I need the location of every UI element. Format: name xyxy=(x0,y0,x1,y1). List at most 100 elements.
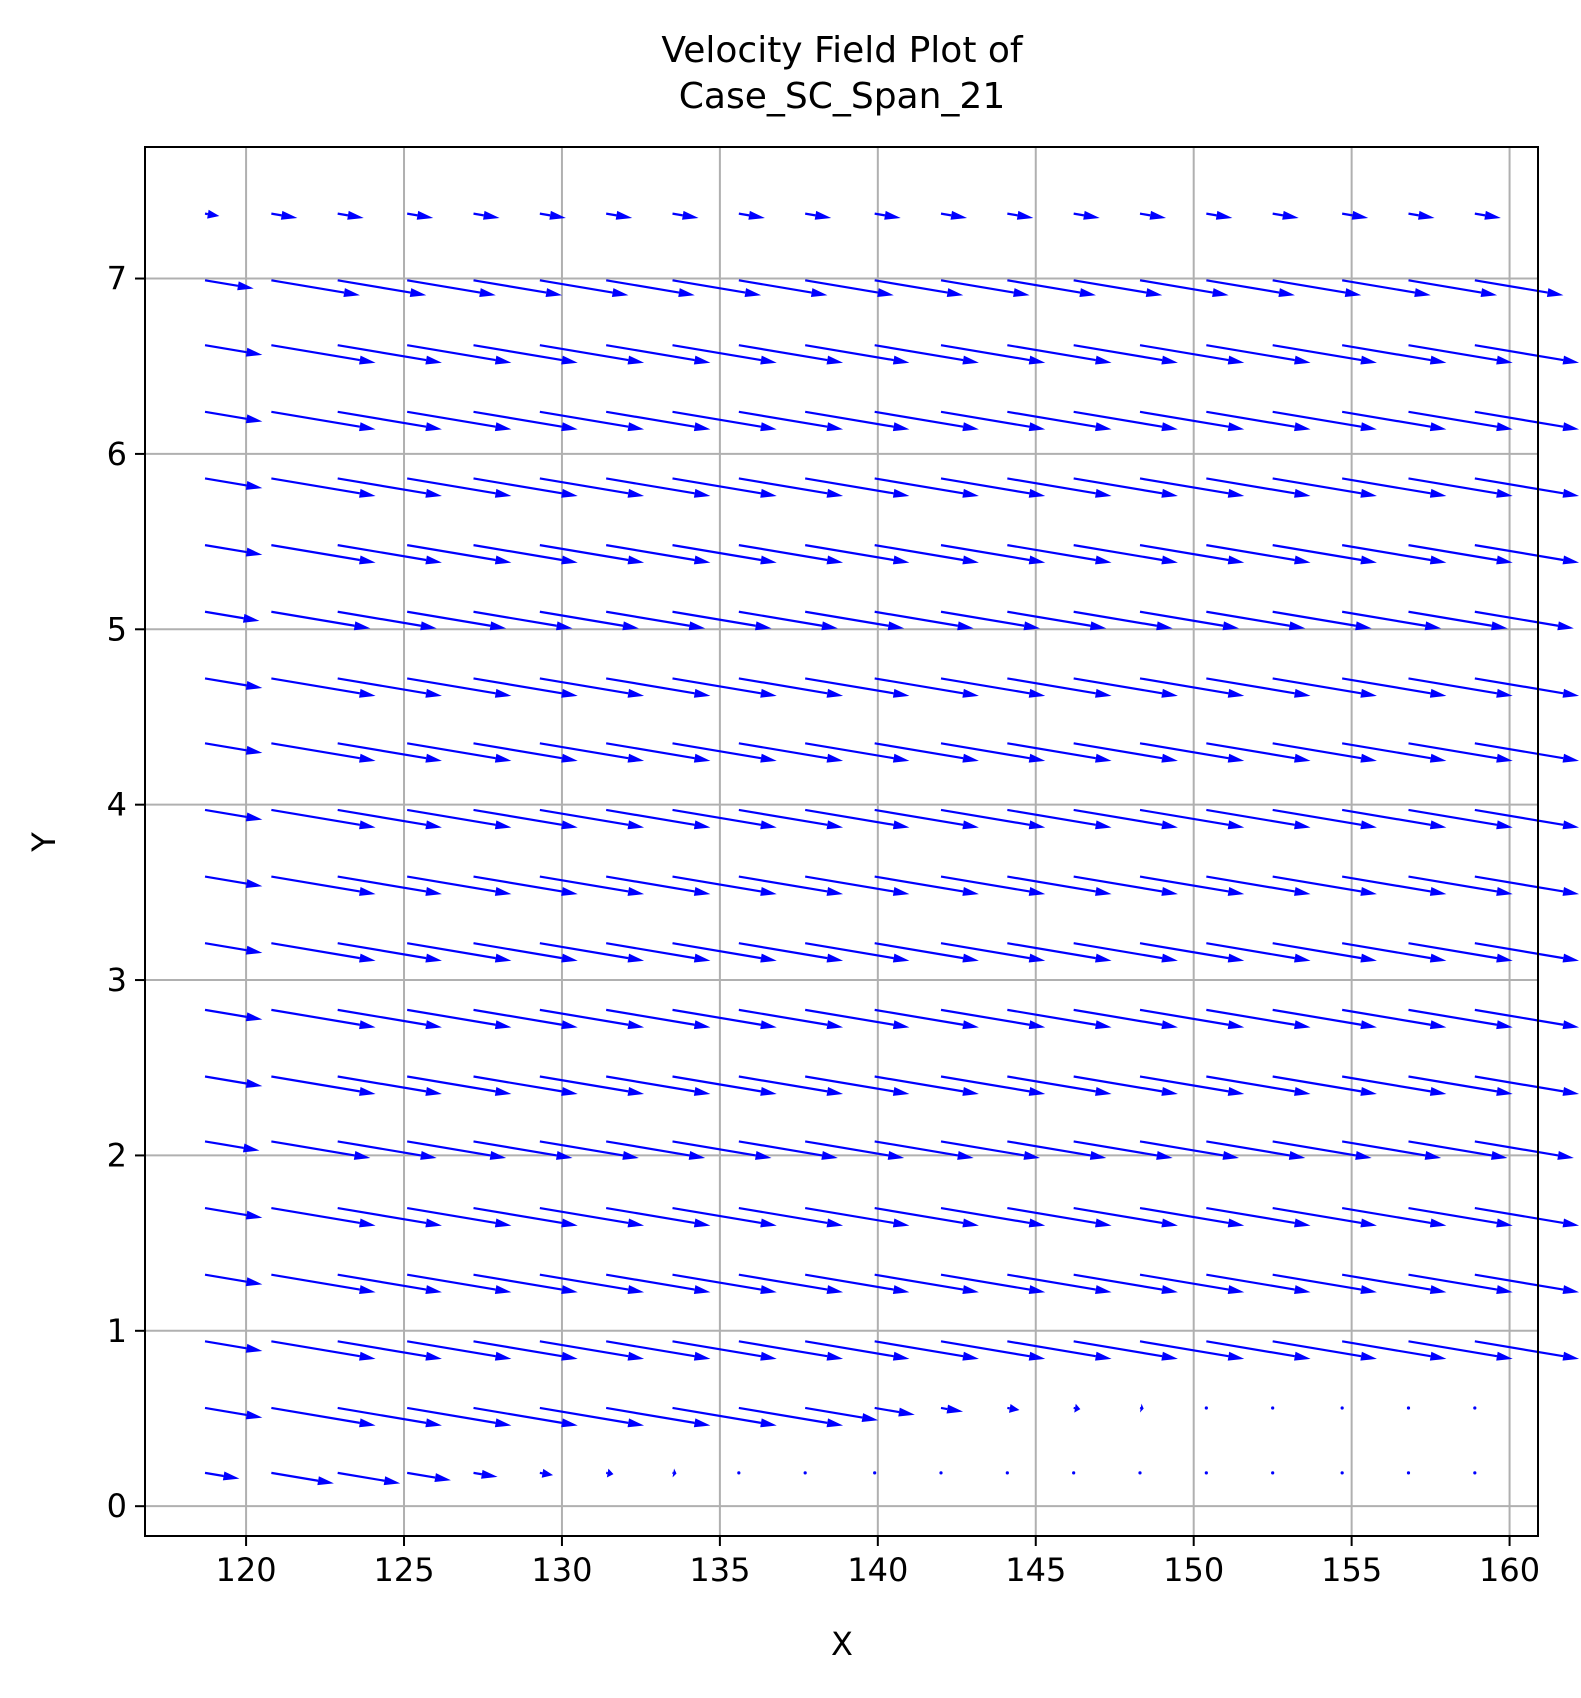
velocity-arrow xyxy=(1074,1404,1081,1413)
velocity-arrow xyxy=(1475,211,1501,220)
velocity-arrow xyxy=(1341,1406,1344,1409)
velocity-arrow xyxy=(673,1469,677,1478)
velocity-arrow xyxy=(205,1208,262,1219)
velocity-arrow xyxy=(540,1469,553,1478)
velocity-arrow xyxy=(739,211,765,220)
velocity-arrow xyxy=(205,1077,262,1088)
y-tick-label: 2 xyxy=(107,1136,127,1174)
velocity-arrow xyxy=(1074,211,1100,220)
velocity-arrow xyxy=(1473,1471,1476,1474)
velocity-arrow xyxy=(941,211,967,220)
velocity-arrow xyxy=(804,1471,807,1474)
x-tick-label: 130 xyxy=(531,1551,592,1589)
velocity-arrow xyxy=(673,211,699,220)
velocity-arrow xyxy=(205,345,262,356)
velocity-arrow xyxy=(205,612,259,623)
velocity-arrow xyxy=(1475,1077,1579,1096)
velocity-arrow xyxy=(407,211,433,220)
x-tick-label: 120 xyxy=(216,1551,277,1589)
y-tick-label: 3 xyxy=(107,961,127,999)
y-tick-label: 1 xyxy=(107,1312,127,1350)
y-tick-label: 7 xyxy=(107,260,127,298)
velocity-arrow xyxy=(205,412,262,423)
velocity-arrow xyxy=(873,1471,876,1474)
velocity-arrow xyxy=(1475,612,1574,630)
velocity-arrow xyxy=(205,478,262,489)
velocity-arrow xyxy=(1408,211,1434,220)
velocity-arrow xyxy=(1475,412,1579,431)
velocity-arrow xyxy=(1341,1471,1344,1474)
velocity-arrow xyxy=(205,1010,262,1021)
velocity-arrow xyxy=(205,877,262,888)
velocity-arrow xyxy=(1007,211,1033,220)
velocity-arrow xyxy=(1475,743,1579,762)
velocity-arrow xyxy=(1140,211,1166,220)
velocity-arrow xyxy=(474,1470,498,1479)
velocity-arrow xyxy=(338,1473,401,1485)
x-tick-label: 135 xyxy=(689,1551,750,1589)
velocity-arrow xyxy=(338,211,364,220)
velocity-arrow xyxy=(1273,211,1299,220)
velocity-arrow xyxy=(606,1469,613,1478)
velocity-arrow xyxy=(1407,1406,1410,1409)
velocity-arrow xyxy=(1006,1471,1009,1474)
chart-title-line-2: Case_SC_Span_21 xyxy=(679,76,1005,117)
velocity-arrow xyxy=(1475,678,1579,697)
velocity-arrow xyxy=(1475,1341,1579,1360)
velocity-arrow xyxy=(205,1472,239,1481)
y-tick-label: 4 xyxy=(107,786,127,824)
velocity-arrow xyxy=(1475,545,1579,564)
velocity-arrow xyxy=(1271,1406,1274,1409)
velocity-arrow xyxy=(805,211,831,220)
x-tick-label: 150 xyxy=(1163,1551,1224,1589)
velocity-arrow xyxy=(1271,1471,1274,1474)
chart-title-line-1: Velocity Field Plot of xyxy=(661,30,1024,71)
velocity-arrow xyxy=(205,1408,262,1419)
velocity-arrow xyxy=(1475,810,1579,829)
velocity-arrow xyxy=(1475,943,1579,962)
velocity-arrow xyxy=(1475,1208,1579,1227)
x-tick-label: 145 xyxy=(1005,1551,1066,1589)
velocity-arrow xyxy=(875,1408,915,1417)
velocity-arrow xyxy=(1475,1010,1579,1029)
velocity-arrow xyxy=(205,1275,262,1286)
velocity-arrow xyxy=(1205,1471,1208,1474)
velocity-arrow xyxy=(407,1473,451,1482)
velocity-arrow xyxy=(1138,1471,1141,1474)
y-tick-label: 0 xyxy=(107,1487,127,1525)
velocity-arrows xyxy=(205,210,1579,1485)
velocity-arrow xyxy=(1007,1404,1019,1413)
velocity-arrow xyxy=(205,1341,262,1352)
velocity-arrow xyxy=(205,810,262,821)
velocity-arrow xyxy=(1475,1141,1574,1159)
y-tick-label: 6 xyxy=(107,435,127,473)
velocity-arrow xyxy=(606,211,632,220)
y-axis-ticks: 0 1 2 3 4 5 6 7 xyxy=(107,260,145,1526)
velocity-arrow xyxy=(1205,1406,1208,1409)
x-tick-label: 140 xyxy=(847,1551,908,1589)
x-axis-label: X xyxy=(831,1625,853,1663)
velocity-arrow xyxy=(1342,211,1368,220)
x-tick-label: 125 xyxy=(373,1551,434,1589)
velocity-arrow xyxy=(205,678,262,689)
velocity-arrow xyxy=(205,743,262,754)
x-tick-label: 160 xyxy=(1479,1551,1540,1589)
x-axis-ticks: 120 125 130 135 140 145 150 155 160 xyxy=(216,1536,1541,1589)
velocity-arrow xyxy=(205,943,262,954)
velocity-arrow xyxy=(205,1141,259,1152)
velocity-arrow xyxy=(1072,1471,1075,1474)
velocity-arrow xyxy=(1475,478,1579,497)
velocity-arrow xyxy=(1473,1406,1476,1409)
velocity-arrow xyxy=(1206,211,1232,220)
velocity-arrow xyxy=(205,545,262,556)
velocity-arrow xyxy=(271,1473,334,1485)
velocity-arrow xyxy=(205,210,219,219)
velocity-arrow xyxy=(941,1405,963,1414)
y-tick-label: 5 xyxy=(107,610,127,648)
velocity-arrow xyxy=(271,211,297,220)
velocity-arrow xyxy=(1140,1404,1144,1413)
velocity-arrow xyxy=(1475,877,1579,896)
x-tick-label: 155 xyxy=(1321,1551,1382,1589)
